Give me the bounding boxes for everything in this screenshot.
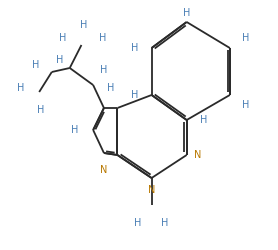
Text: H: H [32, 60, 39, 70]
Text: N: N [100, 165, 108, 175]
Text: N: N [194, 150, 201, 160]
Text: H: H [200, 115, 207, 125]
Text: H: H [56, 55, 63, 65]
Text: H: H [71, 125, 79, 135]
Text: H: H [135, 218, 142, 228]
Text: H: H [37, 105, 45, 115]
Text: H: H [242, 33, 249, 43]
Text: H: H [80, 20, 88, 30]
Text: H: H [162, 218, 169, 228]
Text: H: H [242, 100, 249, 110]
Text: H: H [107, 83, 114, 93]
Text: H: H [183, 8, 190, 18]
Text: H: H [131, 43, 138, 53]
Text: H: H [59, 33, 66, 43]
Text: H: H [100, 33, 107, 43]
Text: H: H [131, 90, 138, 100]
Text: H: H [18, 83, 25, 93]
Text: H: H [100, 65, 108, 75]
Text: N: N [148, 185, 155, 195]
